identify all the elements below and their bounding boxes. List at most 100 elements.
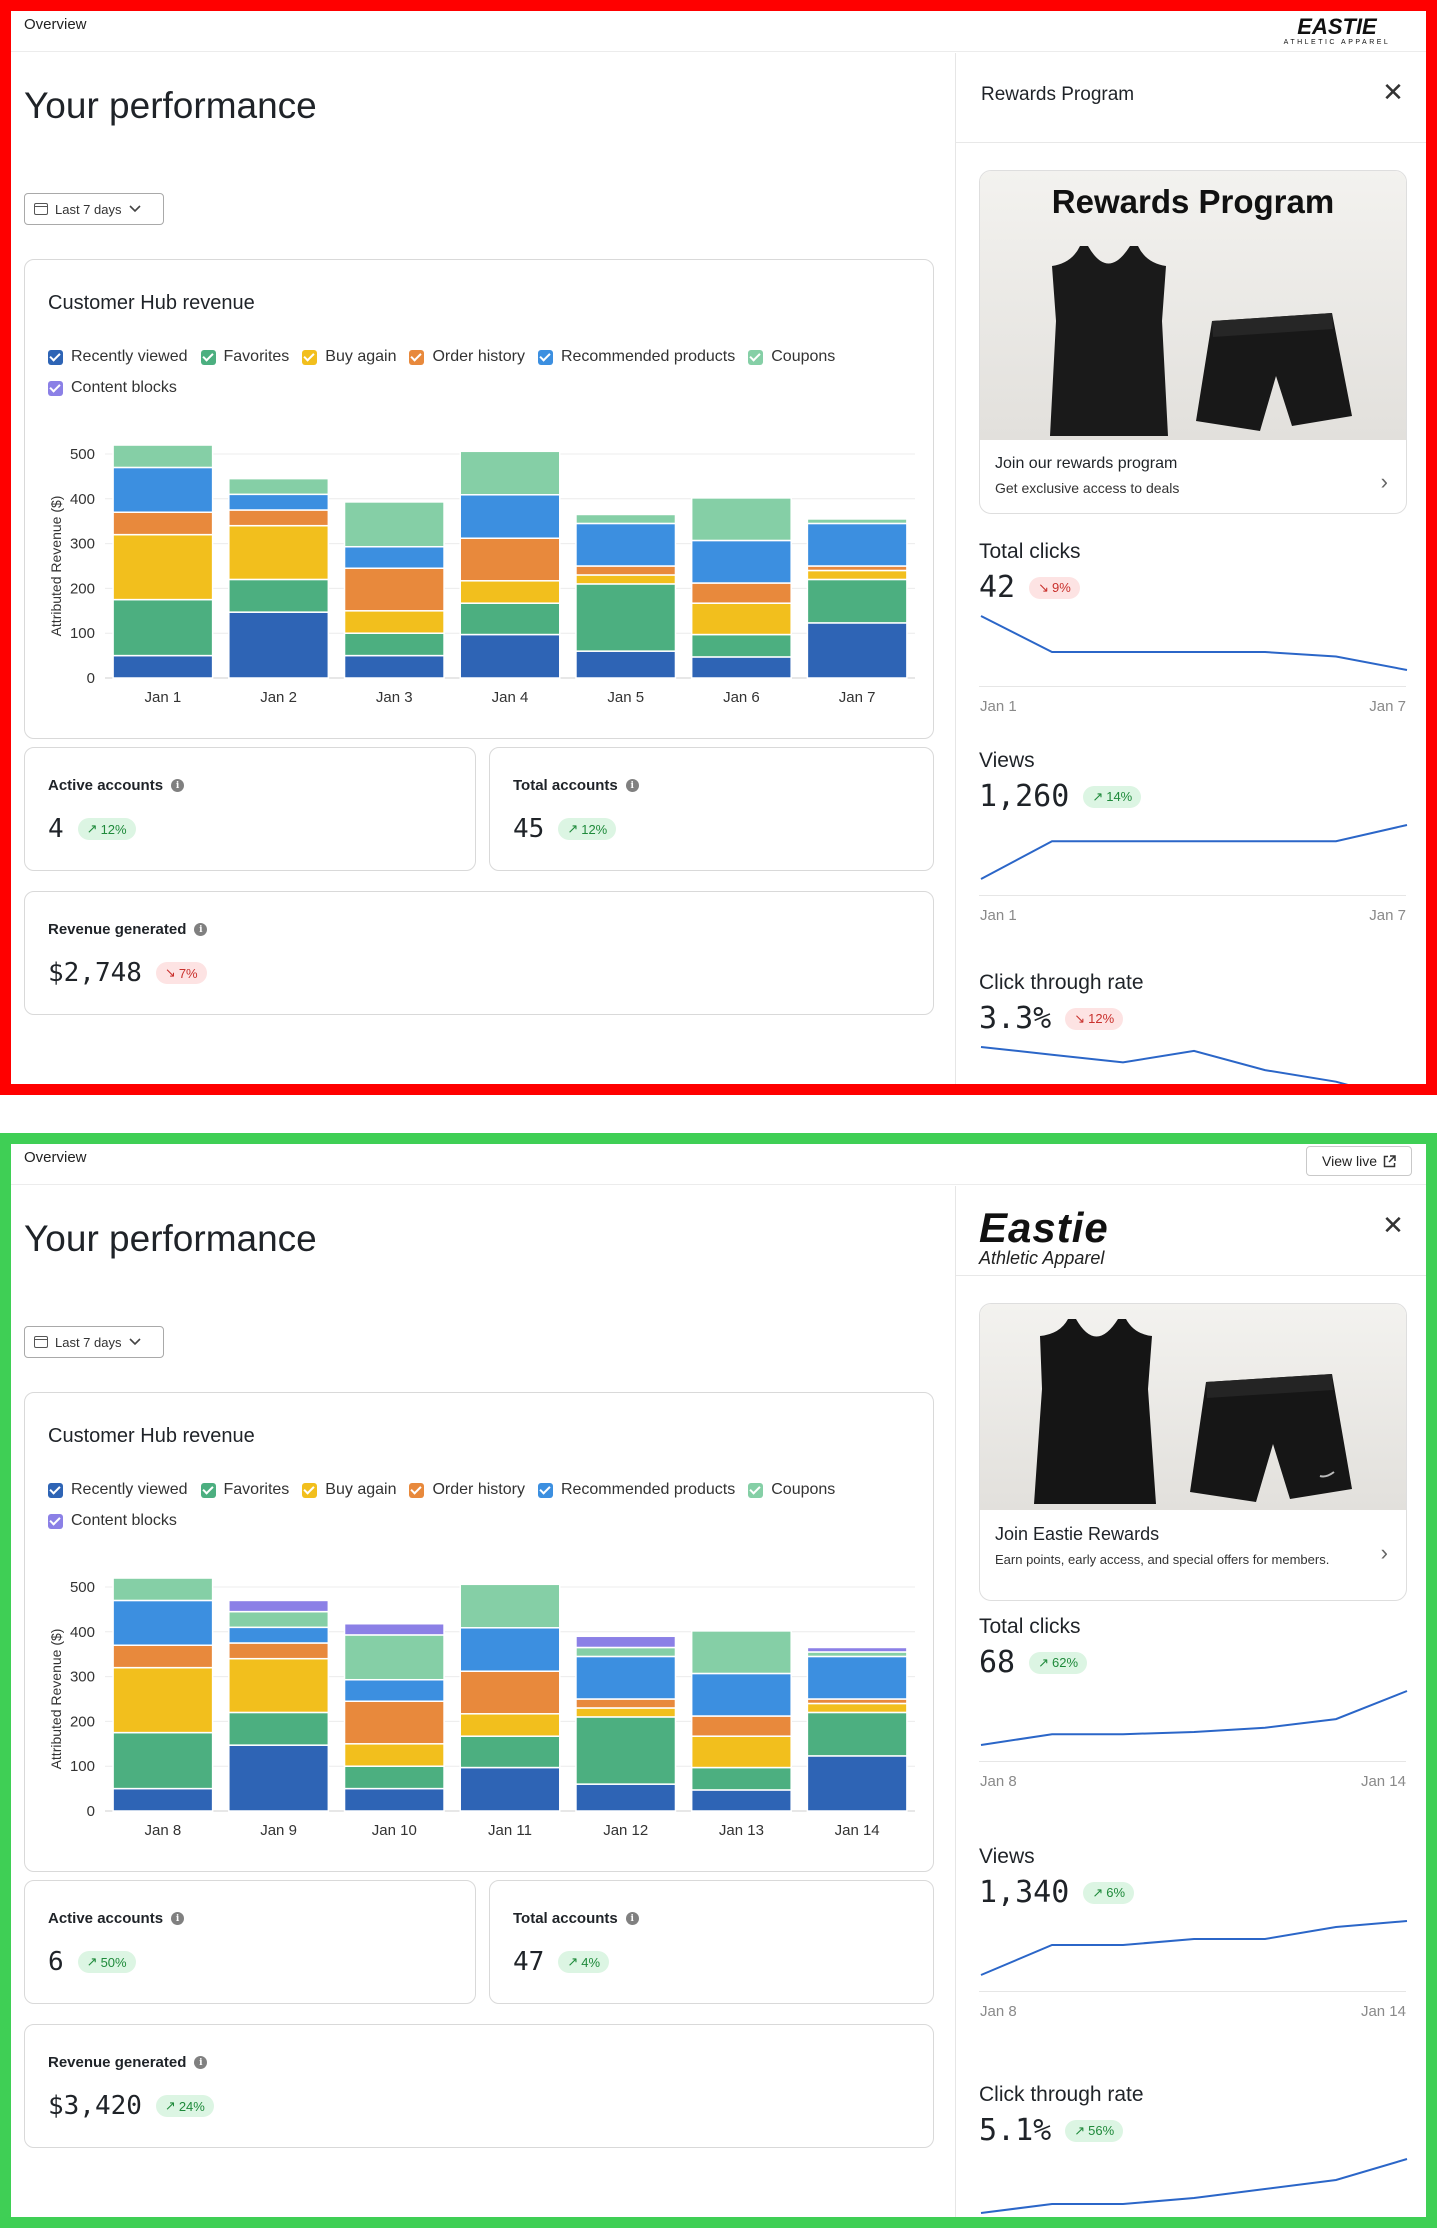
- bar-segment-coupons[interactable]: [229, 479, 329, 495]
- legend-item[interactable]: Content blocks: [48, 1512, 177, 1530]
- bar-segment-favorites[interactable]: [345, 1766, 445, 1788]
- bar-segment-content-blocks[interactable]: [229, 1600, 329, 1611]
- bar-segment-order-history[interactable]: [345, 568, 445, 611]
- bar-segment-recently-viewed[interactable]: [807, 1756, 907, 1811]
- bar-segment-order-history[interactable]: [229, 510, 329, 526]
- bar-segment-coupons[interactable]: [113, 445, 213, 467]
- info-icon[interactable]: i: [171, 779, 184, 792]
- bar-segment-content-blocks[interactable]: [576, 1636, 676, 1647]
- bar-segment-coupons[interactable]: [576, 1647, 676, 1656]
- bar-segment-favorites[interactable]: [576, 1717, 676, 1784]
- bar-segment-content-blocks[interactable]: [345, 1624, 445, 1635]
- bar-segment-buy-again[interactable]: [807, 1703, 907, 1712]
- breadcrumb-overview[interactable]: Overview: [24, 1149, 87, 1166]
- bar-segment-recommended-products[interactable]: [460, 1628, 560, 1671]
- bar-segment-favorites[interactable]: [692, 635, 792, 657]
- bar-segment-recommended-products[interactable]: [576, 1656, 676, 1699]
- view-live-button[interactable]: View live: [1306, 1146, 1412, 1176]
- bar-segment-buy-again[interactable]: [576, 1708, 676, 1717]
- bar-segment-recently-viewed[interactable]: [229, 612, 329, 678]
- rewards-promo-card[interactable]: Join Eastie Rewards Earn points, early a…: [979, 1303, 1407, 1601]
- bar-segment-recently-viewed[interactable]: [229, 1745, 329, 1811]
- bar-segment-favorites[interactable]: [692, 1768, 792, 1790]
- info-icon[interactable]: i: [626, 1912, 639, 1925]
- bar-segment-coupons[interactable]: [229, 1612, 329, 1628]
- bar-segment-coupons[interactable]: [460, 451, 560, 494]
- bar-segment-order-history[interactable]: [692, 583, 792, 603]
- bar-segment-recommended-products[interactable]: [692, 540, 792, 583]
- bar-segment-coupons[interactable]: [576, 514, 676, 523]
- bar-segment-favorites[interactable]: [460, 1736, 560, 1767]
- bar-segment-recommended-products[interactable]: [345, 547, 445, 569]
- bar-segment-order-history[interactable]: [345, 1701, 445, 1744]
- bar-segment-recommended-products[interactable]: [807, 1656, 907, 1699]
- bar-segment-buy-again[interactable]: [345, 611, 445, 633]
- bar-segment-coupons[interactable]: [807, 519, 907, 523]
- bar-segment-coupons[interactable]: [692, 1631, 792, 1674]
- bar-segment-order-history[interactable]: [460, 1671, 560, 1714]
- bar-segment-buy-again[interactable]: [113, 1668, 213, 1733]
- info-icon[interactable]: i: [171, 1912, 184, 1925]
- close-icon[interactable]: ✕: [1378, 77, 1408, 107]
- bar-segment-order-history[interactable]: [692, 1716, 792, 1736]
- legend-item[interactable]: Coupons: [748, 348, 835, 366]
- bar-segment-recently-viewed[interactable]: [692, 657, 792, 678]
- rewards-promo-card[interactable]: Rewards Program Join our rewards program…: [979, 170, 1407, 514]
- legend-item[interactable]: Content blocks: [48, 379, 177, 397]
- legend-item[interactable]: Favorites: [201, 348, 290, 366]
- bar-segment-buy-again[interactable]: [460, 581, 560, 603]
- breadcrumb-overview[interactable]: Overview: [24, 16, 87, 33]
- bar-segment-order-history[interactable]: [113, 512, 213, 534]
- bar-segment-order-history[interactable]: [576, 1699, 676, 1708]
- bar-segment-order-history[interactable]: [113, 1645, 213, 1667]
- legend-item[interactable]: Buy again: [302, 348, 396, 366]
- bar-segment-buy-again[interactable]: [692, 1736, 792, 1767]
- date-range-select[interactable]: Last 7 days: [24, 1326, 164, 1358]
- bar-segment-buy-again[interactable]: [576, 575, 676, 584]
- bar-segment-order-history[interactable]: [460, 538, 560, 581]
- date-range-select[interactable]: Last 7 days: [24, 193, 164, 225]
- legend-item[interactable]: Recently viewed: [48, 1481, 188, 1499]
- legend-item[interactable]: Favorites: [201, 1481, 290, 1499]
- bar-segment-recommended-products[interactable]: [229, 1627, 329, 1643]
- legend-item[interactable]: Coupons: [748, 1481, 835, 1499]
- bar-segment-order-history[interactable]: [576, 566, 676, 575]
- bar-segment-order-history[interactable]: [229, 1643, 329, 1659]
- bar-segment-favorites[interactable]: [229, 579, 329, 612]
- bar-segment-recently-viewed[interactable]: [576, 1784, 676, 1811]
- bar-segment-recommended-products[interactable]: [807, 523, 907, 566]
- info-icon[interactable]: i: [626, 779, 639, 792]
- bar-segment-coupons[interactable]: [460, 1584, 560, 1627]
- bar-segment-recently-viewed[interactable]: [807, 623, 907, 678]
- bar-segment-favorites[interactable]: [807, 579, 907, 622]
- bar-segment-recently-viewed[interactable]: [460, 635, 560, 678]
- bar-segment-recommended-products[interactable]: [692, 1673, 792, 1716]
- bar-segment-buy-again[interactable]: [460, 1714, 560, 1736]
- bar-segment-recently-viewed[interactable]: [576, 651, 676, 678]
- bar-segment-recently-viewed[interactable]: [460, 1768, 560, 1811]
- legend-item[interactable]: Recommended products: [538, 1481, 735, 1499]
- bar-segment-coupons[interactable]: [345, 502, 445, 547]
- bar-segment-buy-again[interactable]: [345, 1744, 445, 1766]
- bar-segment-coupons[interactable]: [345, 1635, 445, 1680]
- bar-segment-coupons[interactable]: [113, 1578, 213, 1600]
- bar-segment-recommended-products[interactable]: [345, 1680, 445, 1702]
- bar-segment-favorites[interactable]: [460, 603, 560, 634]
- bar-segment-content-blocks[interactable]: [807, 1647, 907, 1651]
- close-icon[interactable]: ✕: [1378, 1210, 1408, 1240]
- bar-segment-recently-viewed[interactable]: [113, 1789, 213, 1811]
- bar-segment-favorites[interactable]: [807, 1712, 907, 1755]
- legend-item[interactable]: Order history: [409, 348, 524, 366]
- bar-segment-favorites[interactable]: [113, 1733, 213, 1789]
- bar-segment-recently-viewed[interactable]: [692, 1790, 792, 1811]
- bar-segment-recently-viewed[interactable]: [345, 1789, 445, 1811]
- bar-segment-buy-again[interactable]: [229, 1659, 329, 1713]
- bar-segment-coupons[interactable]: [692, 498, 792, 541]
- bar-segment-buy-again[interactable]: [229, 526, 329, 580]
- bar-segment-recommended-products[interactable]: [460, 495, 560, 538]
- bar-segment-recommended-products[interactable]: [113, 467, 213, 512]
- bar-segment-buy-again[interactable]: [807, 570, 907, 579]
- bar-segment-recently-viewed[interactable]: [113, 656, 213, 678]
- bar-segment-recommended-products[interactable]: [576, 523, 676, 566]
- info-icon[interactable]: i: [194, 2056, 207, 2069]
